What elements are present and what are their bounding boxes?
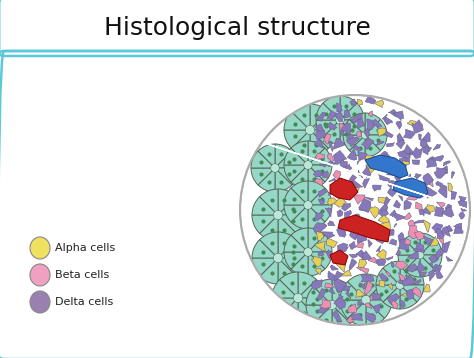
Polygon shape	[412, 120, 423, 133]
Polygon shape	[384, 117, 392, 125]
Polygon shape	[407, 289, 415, 300]
Polygon shape	[388, 229, 394, 236]
Wedge shape	[272, 280, 298, 298]
Text: endocrine tissue: endocrine tissue	[215, 69, 302, 79]
Polygon shape	[365, 155, 408, 178]
Polygon shape	[378, 174, 390, 182]
Polygon shape	[316, 268, 321, 275]
Wedge shape	[251, 151, 275, 168]
Polygon shape	[424, 187, 437, 198]
Circle shape	[416, 251, 424, 259]
Polygon shape	[327, 111, 337, 120]
Polygon shape	[446, 225, 453, 232]
Polygon shape	[322, 232, 335, 238]
Wedge shape	[308, 205, 325, 229]
Polygon shape	[417, 262, 426, 272]
Polygon shape	[428, 270, 436, 281]
Polygon shape	[420, 139, 428, 148]
Polygon shape	[388, 188, 397, 197]
Polygon shape	[438, 185, 447, 198]
Wedge shape	[306, 305, 332, 323]
Polygon shape	[389, 239, 397, 245]
Polygon shape	[402, 161, 410, 165]
Circle shape	[304, 248, 312, 256]
Wedge shape	[376, 268, 400, 285]
Polygon shape	[378, 280, 385, 287]
Polygon shape	[423, 208, 431, 214]
Ellipse shape	[141, 170, 159, 216]
Text: and: and	[195, 69, 221, 79]
Polygon shape	[349, 254, 357, 258]
Wedge shape	[340, 103, 364, 120]
Polygon shape	[385, 155, 394, 162]
Text: .: .	[282, 69, 285, 79]
Wedge shape	[278, 215, 304, 233]
Polygon shape	[459, 196, 466, 200]
Polygon shape	[386, 143, 395, 147]
Ellipse shape	[30, 291, 50, 313]
Wedge shape	[366, 274, 384, 300]
Polygon shape	[366, 312, 375, 323]
Polygon shape	[324, 282, 334, 288]
Polygon shape	[350, 99, 356, 106]
Wedge shape	[291, 181, 308, 205]
Polygon shape	[319, 300, 331, 308]
Wedge shape	[291, 205, 308, 229]
Wedge shape	[284, 112, 310, 130]
Wedge shape	[314, 279, 332, 305]
Polygon shape	[42, 167, 120, 197]
Polygon shape	[388, 283, 393, 289]
Polygon shape	[317, 112, 326, 121]
Circle shape	[273, 253, 283, 263]
Polygon shape	[366, 165, 375, 174]
Polygon shape	[404, 145, 414, 155]
Polygon shape	[342, 122, 351, 135]
Wedge shape	[308, 188, 332, 205]
Polygon shape	[434, 168, 447, 178]
Polygon shape	[328, 271, 337, 281]
Polygon shape	[378, 197, 386, 203]
Polygon shape	[408, 252, 419, 259]
Polygon shape	[318, 289, 327, 300]
Polygon shape	[395, 175, 402, 181]
Wedge shape	[308, 228, 325, 252]
Polygon shape	[328, 198, 337, 205]
Circle shape	[240, 95, 470, 325]
Wedge shape	[308, 141, 325, 165]
Wedge shape	[260, 189, 278, 215]
Wedge shape	[258, 168, 275, 192]
Polygon shape	[426, 204, 435, 212]
Wedge shape	[347, 274, 366, 300]
Polygon shape	[415, 280, 421, 285]
Polygon shape	[317, 303, 328, 314]
Wedge shape	[251, 168, 275, 185]
Wedge shape	[400, 268, 424, 285]
Polygon shape	[404, 213, 411, 219]
Polygon shape	[328, 161, 336, 166]
Polygon shape	[376, 245, 381, 252]
Polygon shape	[349, 241, 356, 250]
Polygon shape	[403, 182, 412, 187]
Polygon shape	[357, 231, 367, 243]
Wedge shape	[365, 120, 387, 135]
Polygon shape	[373, 304, 381, 313]
Polygon shape	[408, 220, 415, 227]
Wedge shape	[260, 232, 278, 258]
Polygon shape	[379, 151, 389, 158]
Polygon shape	[356, 267, 369, 274]
Polygon shape	[334, 188, 341, 195]
Polygon shape	[384, 197, 391, 205]
Polygon shape	[412, 287, 421, 297]
Polygon shape	[359, 202, 365, 211]
Wedge shape	[404, 255, 420, 277]
Polygon shape	[374, 158, 380, 169]
Polygon shape	[341, 270, 351, 276]
Polygon shape	[344, 108, 351, 118]
Polygon shape	[406, 263, 418, 272]
Polygon shape	[357, 159, 361, 164]
Polygon shape	[359, 198, 371, 213]
Polygon shape	[386, 173, 395, 175]
Wedge shape	[383, 285, 400, 309]
Polygon shape	[408, 226, 418, 239]
